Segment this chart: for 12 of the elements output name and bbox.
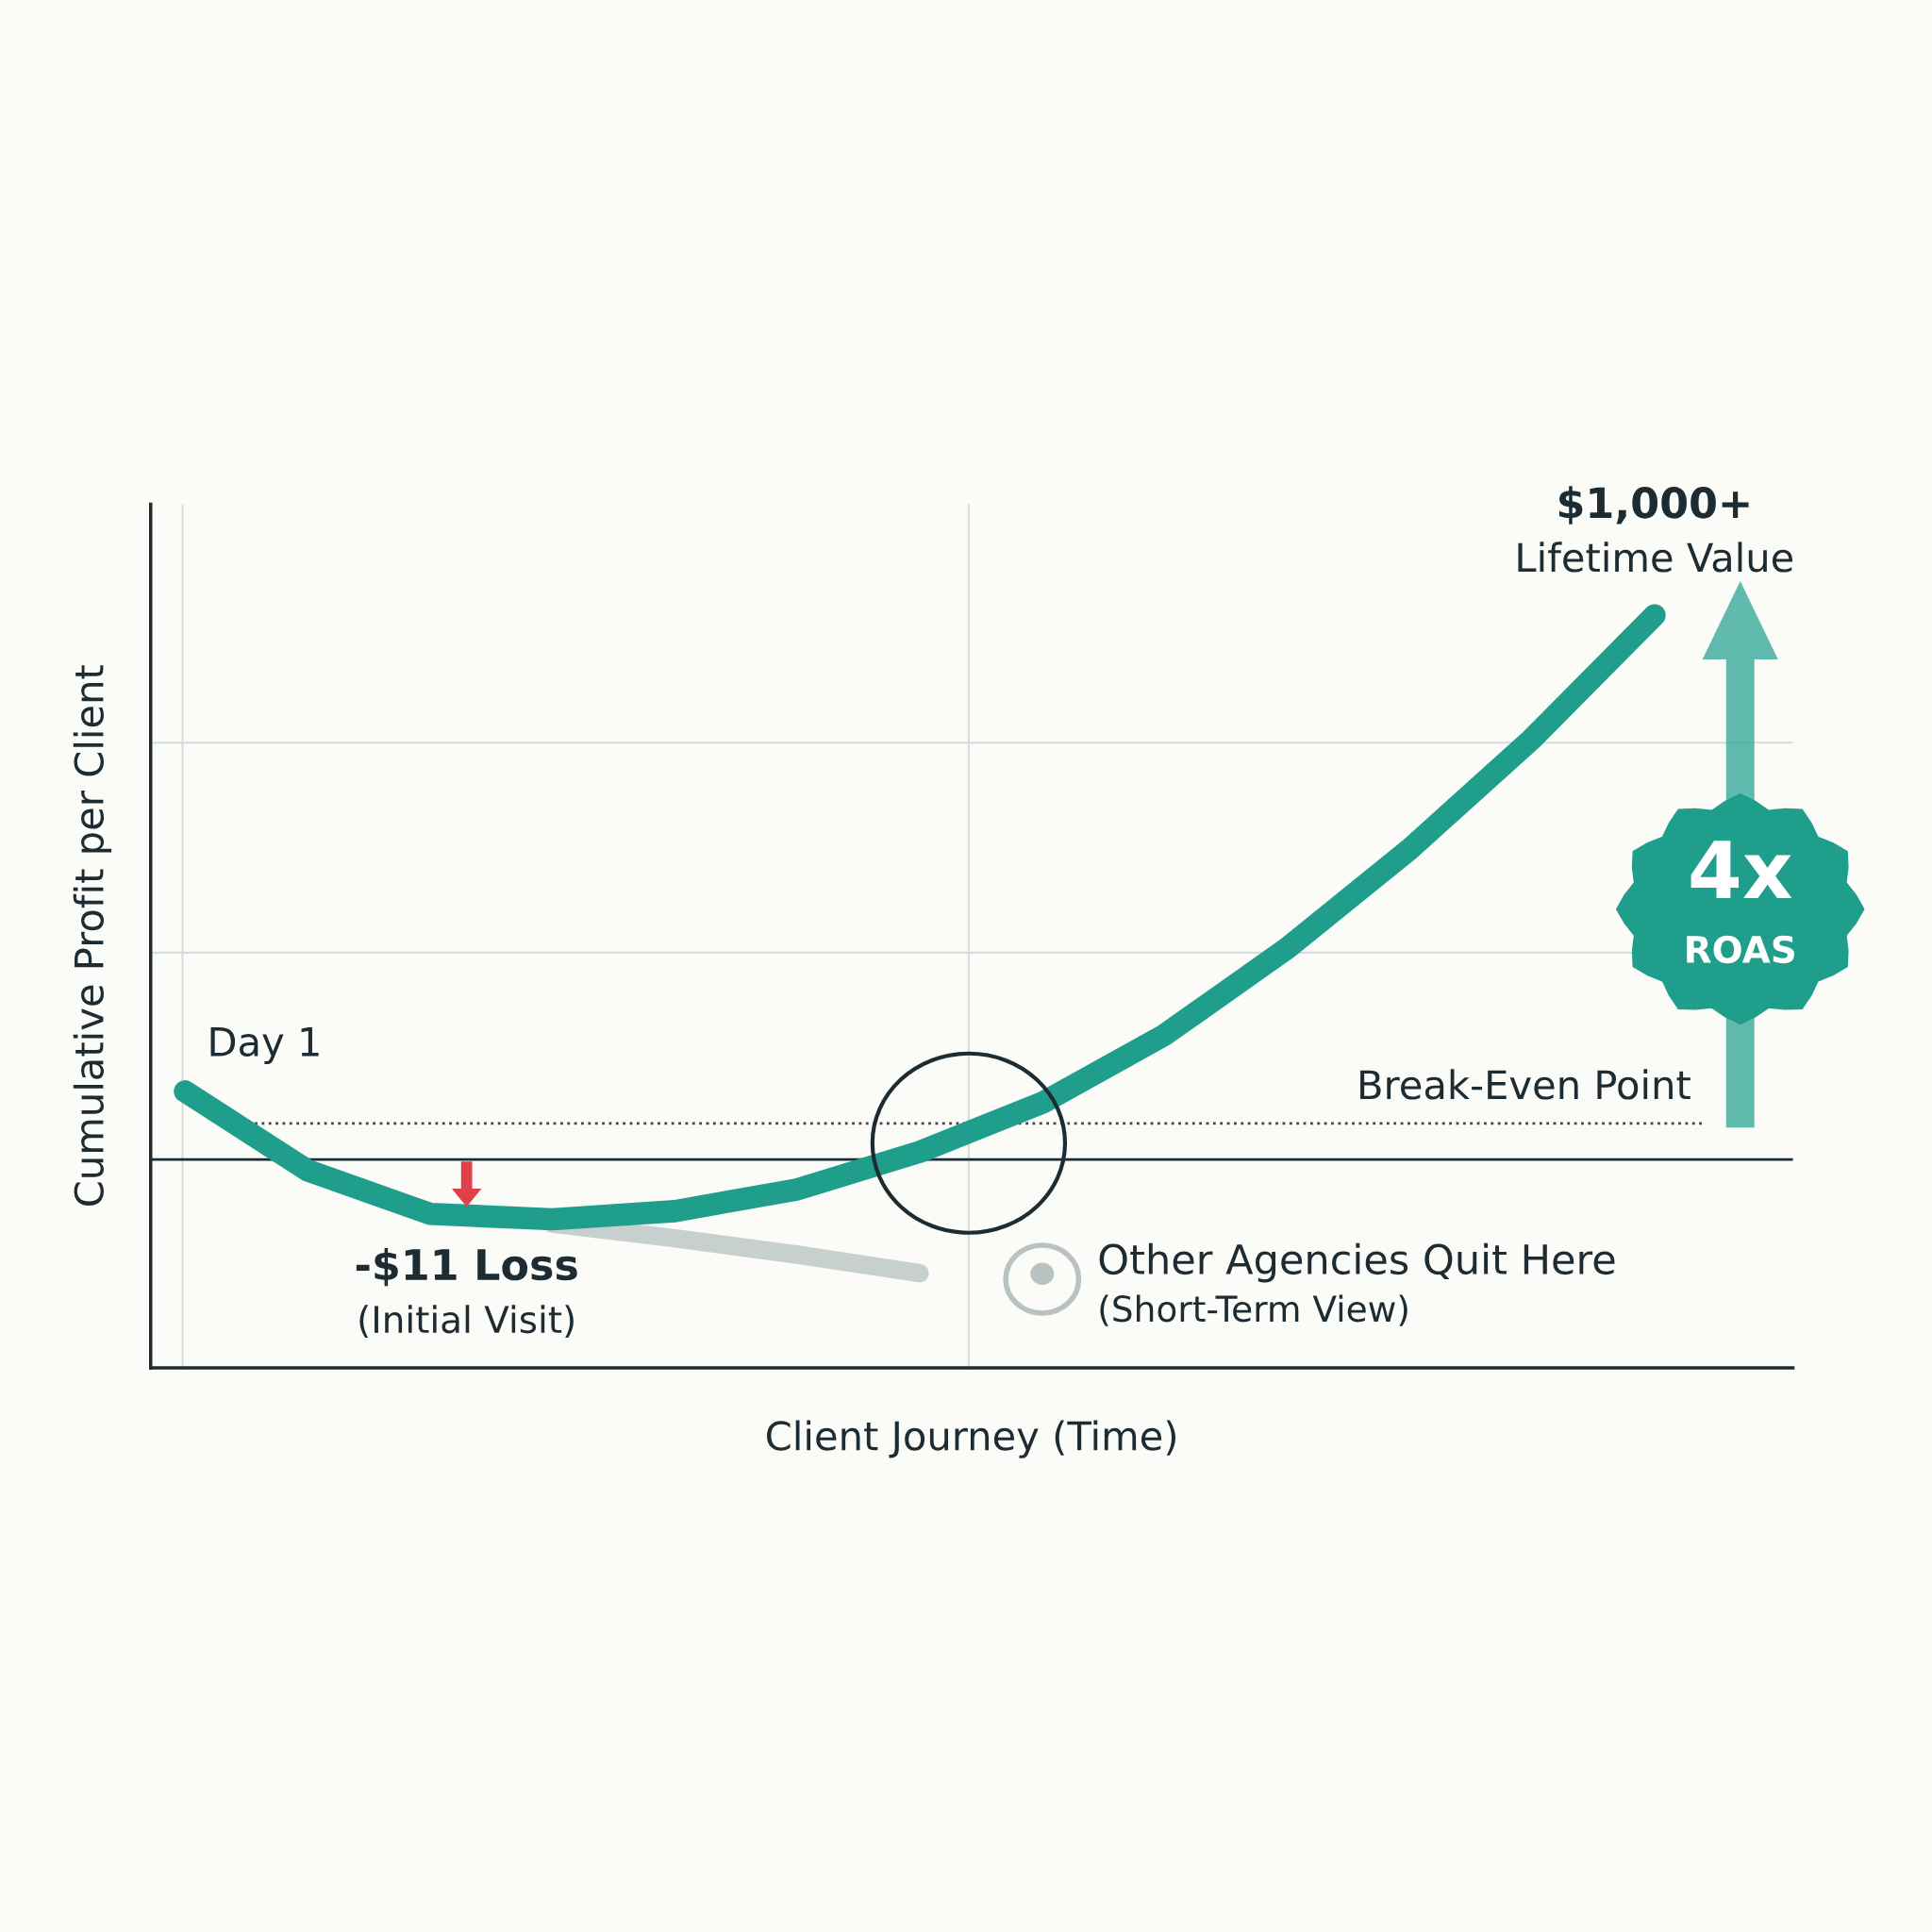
annotation: 4x: [1690, 841, 1792, 899]
text: $1,000+: [1558, 486, 1749, 525]
text: Lifetime Value: [1518, 541, 1793, 573]
annotation: Other Agencies Quit Here: [1099, 1242, 1615, 1283]
annotation: Day 1: [210, 1027, 319, 1065]
ref-line-label: Break-Even Point: [1360, 1069, 1690, 1100]
x-axis-title: Client Journey (Time): [767, 1420, 1175, 1458]
y-axis-title: Cumulative Profit per Client: [73, 665, 112, 1206]
text: (Initial Visit): [359, 1305, 574, 1338]
annotation: -$11 Loss: [356, 1247, 577, 1287]
annotation: ROAS: [1687, 935, 1794, 964]
text: (Short-Term View): [1100, 1294, 1407, 1326]
